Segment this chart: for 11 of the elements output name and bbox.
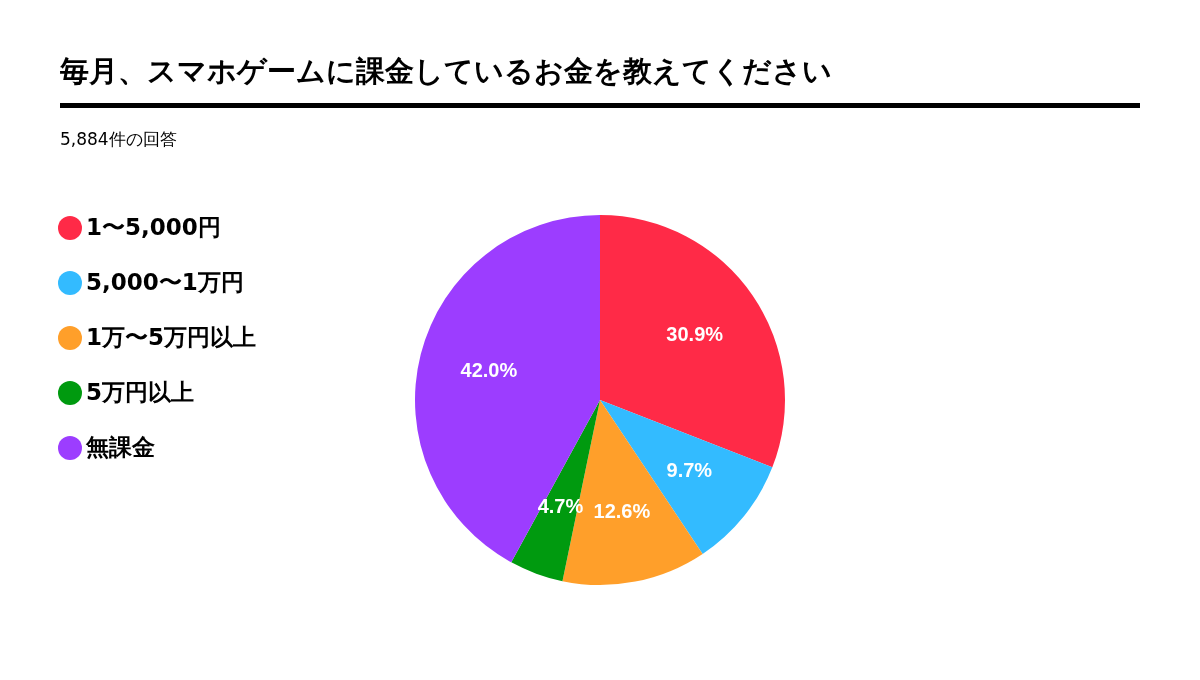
legend-label: 1万〜5万円以上 — [86, 323, 257, 352]
data-label: 42.0% — [460, 359, 518, 382]
legend-label: 1〜5,000円 — [86, 213, 221, 242]
data-label: 12.6% — [593, 500, 651, 523]
legend-label: 無課金 — [86, 433, 155, 462]
data-label: 9.7% — [666, 459, 713, 482]
data-label: 30.9% — [666, 322, 724, 345]
chart-title: 毎月、スマホゲームに課金しているお金を教えてください — [60, 53, 832, 90]
legend-label: 5,000〜1万円 — [86, 268, 244, 297]
chart-subtitle: 5,884件の回答 — [60, 128, 177, 151]
legend-label: 5万円以上 — [86, 378, 195, 407]
